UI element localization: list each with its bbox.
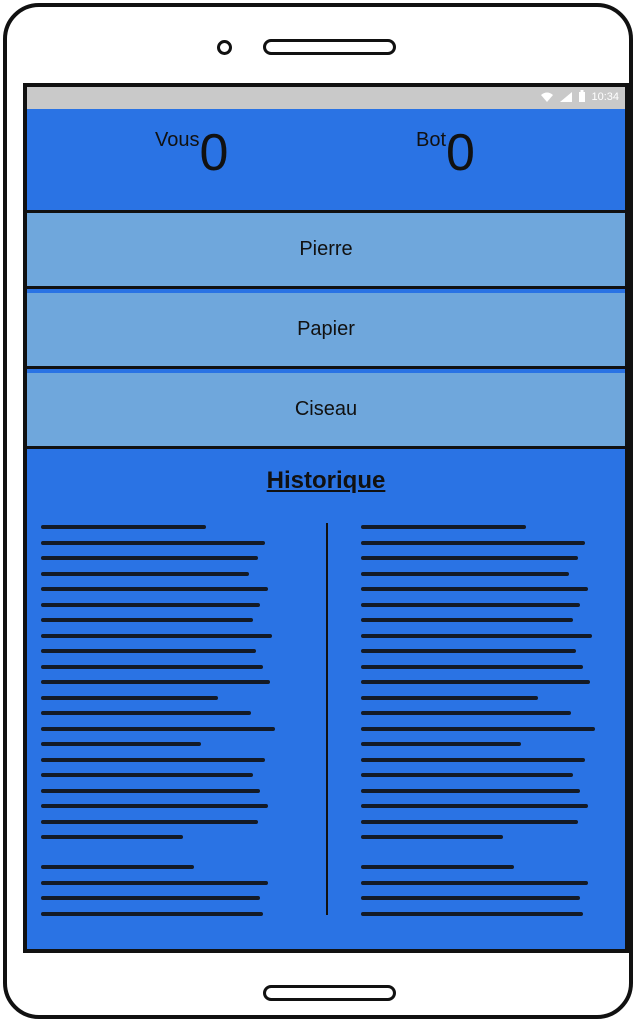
status-time: 10:34 xyxy=(591,90,619,103)
column-divider xyxy=(326,523,328,915)
history-column-right xyxy=(361,525,597,927)
bot-score: Bot 0 xyxy=(416,127,475,179)
player-score-value: 0 xyxy=(199,124,229,182)
speaker-grille xyxy=(263,39,396,55)
home-button[interactable] xyxy=(263,985,396,1001)
history-panel: Historique xyxy=(27,453,625,949)
battery-icon xyxy=(579,90,586,102)
ciseau-button[interactable]: Ciseau xyxy=(27,373,625,449)
history-title: Historique xyxy=(266,467,386,494)
wifi-icon xyxy=(541,92,554,102)
player-label: Vous xyxy=(155,129,200,151)
bot-score-value: 0 xyxy=(446,124,475,182)
phone-frame: 10:34 Vous 0 Bot 0 Pierre Papier Ciseau … xyxy=(3,3,633,1019)
pierre-button[interactable]: Pierre xyxy=(27,213,625,289)
camera-icon xyxy=(217,40,232,55)
papier-button[interactable]: Papier xyxy=(27,293,625,369)
signal-icon xyxy=(560,91,573,102)
app-screen: 10:34 Vous 0 Bot 0 Pierre Papier Ciseau … xyxy=(23,83,629,953)
player-score: Vous 0 xyxy=(155,127,228,179)
status-bar: 10:34 xyxy=(27,87,625,109)
scoreboard: Vous 0 Bot 0 xyxy=(27,109,625,213)
bot-label: Bot xyxy=(416,129,447,151)
history-column-left xyxy=(41,525,277,927)
